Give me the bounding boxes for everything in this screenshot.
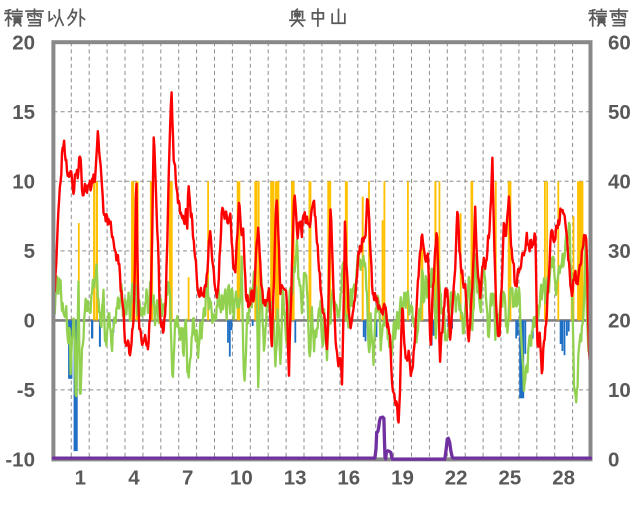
svg-text:10: 10 [608, 379, 631, 402]
svg-text:-5: -5 [17, 379, 35, 402]
svg-text:20: 20 [12, 32, 35, 55]
svg-text:13: 13 [284, 467, 307, 490]
svg-text:22: 22 [445, 467, 468, 490]
svg-text:40: 40 [608, 171, 631, 194]
svg-text:25: 25 [498, 467, 521, 490]
svg-text:20: 20 [608, 310, 631, 333]
svg-text:50: 50 [608, 101, 631, 124]
svg-text:0: 0 [24, 310, 35, 333]
svg-text:0: 0 [608, 449, 619, 472]
svg-text:19: 19 [391, 467, 414, 490]
svg-text:16: 16 [337, 467, 360, 490]
svg-text:-10: -10 [5, 449, 35, 472]
svg-text:7: 7 [182, 467, 193, 490]
svg-text:1: 1 [75, 467, 86, 490]
svg-text:10: 10 [230, 467, 253, 490]
svg-text:60: 60 [608, 32, 631, 55]
svg-text:15: 15 [12, 101, 35, 124]
svg-text:5: 5 [24, 240, 35, 263]
svg-text:28: 28 [552, 467, 575, 490]
svg-text:4: 4 [128, 467, 140, 490]
svg-text:10: 10 [12, 171, 35, 194]
svg-text:30: 30 [608, 240, 631, 263]
